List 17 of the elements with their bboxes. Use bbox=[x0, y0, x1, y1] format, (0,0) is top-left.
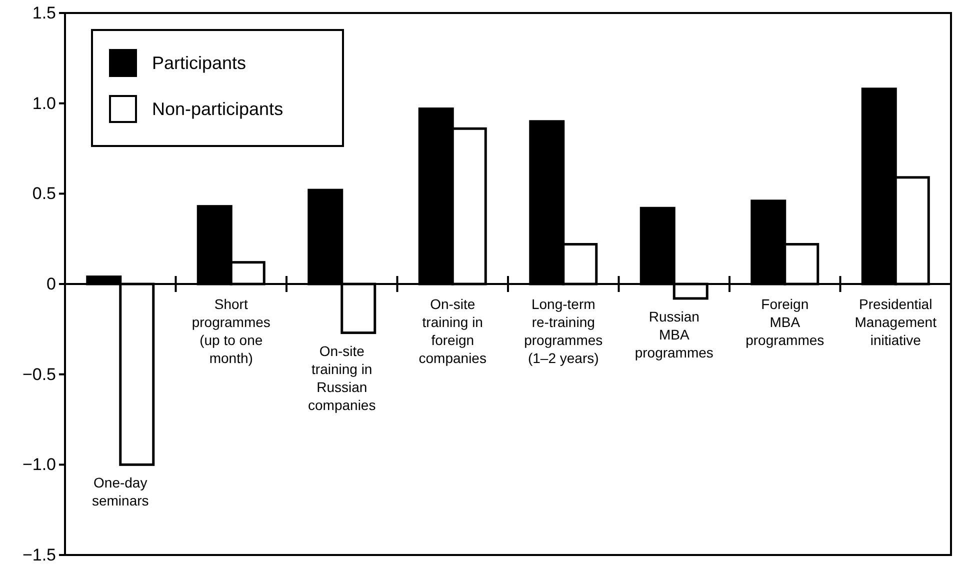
x-tick-label: Long-term re-training programmes (1–2 years) bbox=[524, 296, 603, 366]
legend-label: Participants bbox=[152, 53, 246, 73]
x-tick-label: On-site training in Russian companies bbox=[308, 342, 376, 413]
x-tick-label: Short programmes (up to one month) bbox=[192, 296, 270, 366]
x-tick-label: One-day seminars bbox=[92, 474, 149, 509]
x-tick-label: Foreign MBA programmes bbox=[746, 296, 824, 348]
y-tick-label: −1.5 bbox=[22, 545, 56, 564]
y-tick-label: 1.5 bbox=[32, 3, 56, 22]
y-tick-label: 0.5 bbox=[32, 184, 56, 204]
y-tick-label: 1.0 bbox=[32, 94, 56, 113]
y-tick-label: −1.0 bbox=[22, 455, 56, 474]
y-tick-label: −0.5 bbox=[22, 364, 56, 384]
x-tick-label: Russian MBA programmes bbox=[634, 308, 714, 360]
x-tick-label: Presidential Management initiative bbox=[854, 296, 937, 348]
y-tick-label: 0 bbox=[46, 274, 56, 294]
legend-label: Non-participants bbox=[152, 99, 284, 119]
x-tick-label: On-site training in foreign companies bbox=[418, 296, 486, 366]
